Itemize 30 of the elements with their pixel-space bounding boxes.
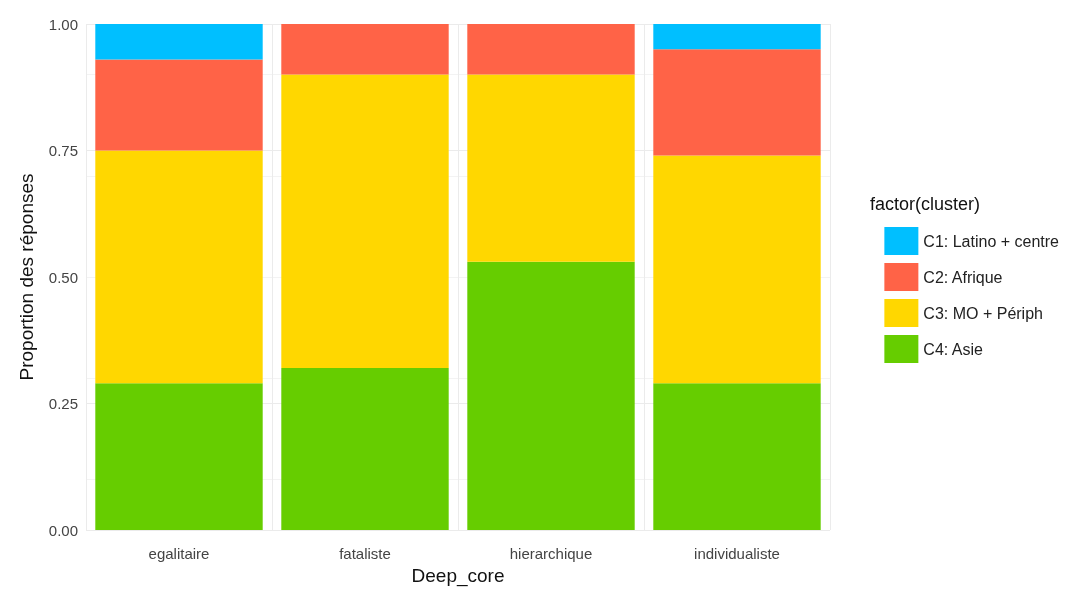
bar — [95, 150, 263, 384]
legend-label: C2: Afrique — [923, 268, 1003, 286]
bar — [95, 24, 263, 60]
x-tick-label: egalitaire — [148, 545, 210, 562]
y-tick-label: 0.75 — [48, 142, 78, 159]
x-tick-label: individualiste — [694, 545, 780, 562]
bar — [467, 261, 635, 530]
legend-label: C4: Asie — [923, 340, 984, 358]
y-tick-label: 0.25 — [48, 395, 78, 412]
bar — [653, 49, 821, 156]
y-axis-title: Proportion des réponses — [16, 173, 37, 381]
legend-title: factor(cluster) — [870, 194, 981, 214]
bar — [653, 155, 821, 384]
bar — [467, 74, 635, 262]
x-tick-label: hierarchique — [509, 545, 593, 562]
y-tick-label: 0.50 — [48, 268, 78, 286]
bar — [95, 383, 263, 530]
bar — [95, 59, 263, 151]
bar — [281, 368, 449, 530]
y-tick-label: 0.00 — [48, 521, 78, 539]
y-tick-label: 1.00 — [48, 15, 78, 33]
legend-label: C3: MO + Périph — [923, 304, 1043, 322]
bar — [653, 383, 821, 530]
bar — [467, 24, 635, 75]
bar — [281, 74, 449, 369]
bar — [653, 24, 821, 50]
legend-label: C1: Latino + centre — [923, 232, 1060, 250]
x-tick-label: fataliste — [339, 545, 391, 562]
x-axis-title: Deep_core — [411, 565, 505, 587]
bar — [281, 24, 449, 75]
